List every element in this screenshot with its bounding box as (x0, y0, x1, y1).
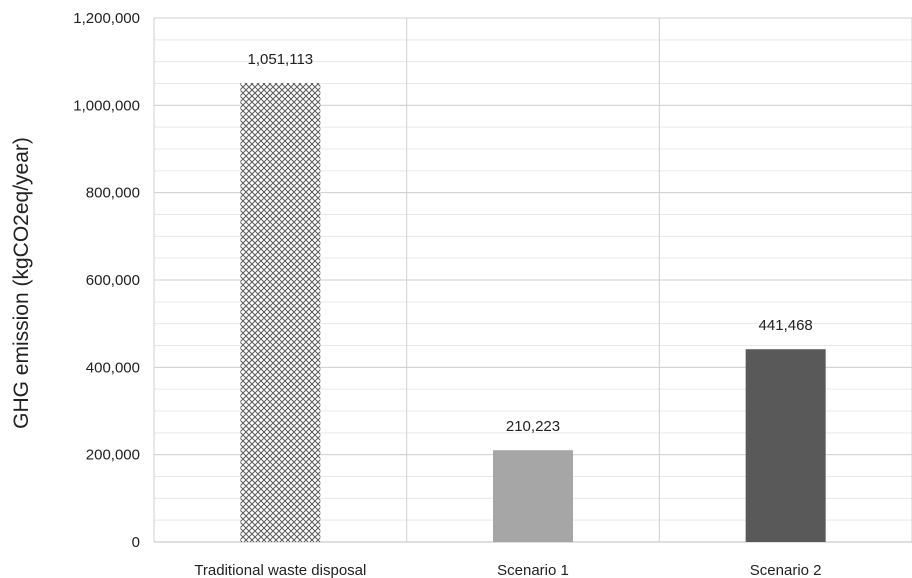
y-tick-label: 200,000 (86, 447, 140, 464)
data-labels: 1,051,113 210,223 441,468 (248, 51, 813, 435)
bars (240, 83, 826, 543)
data-label: 1,051,113 (248, 51, 314, 68)
x-tick-label: Scenario 2 (750, 562, 822, 578)
y-axis-ticks: 0 200,000 400,000 600,000 800,000 1,000,000 1,… (73, 10, 140, 551)
y-tick-label: 800,000 (86, 185, 140, 202)
y-tick-label: 600,000 (86, 272, 140, 289)
y-tick-label: 400,000 (86, 359, 140, 376)
y-tick-label: 0 (132, 534, 140, 551)
y-tick-label: 1,000,000 (73, 97, 140, 114)
y-tick-label: 1,200,000 (73, 10, 140, 27)
x-axis-ticks: Traditional waste disposal Scenario 1 Scen… (194, 562, 821, 578)
bar (240, 83, 321, 543)
data-label: 441,468 (759, 317, 813, 334)
x-tick-label: Traditional waste disposal (194, 562, 366, 578)
x-tick-label: Scenario 1 (497, 562, 569, 578)
data-label: 210,223 (506, 418, 560, 435)
y-axis-title: GHG emission (kgCO2eq/year) (10, 137, 33, 429)
bar (493, 450, 573, 542)
bar (745, 349, 826, 542)
category-dividers (153, 18, 912, 542)
